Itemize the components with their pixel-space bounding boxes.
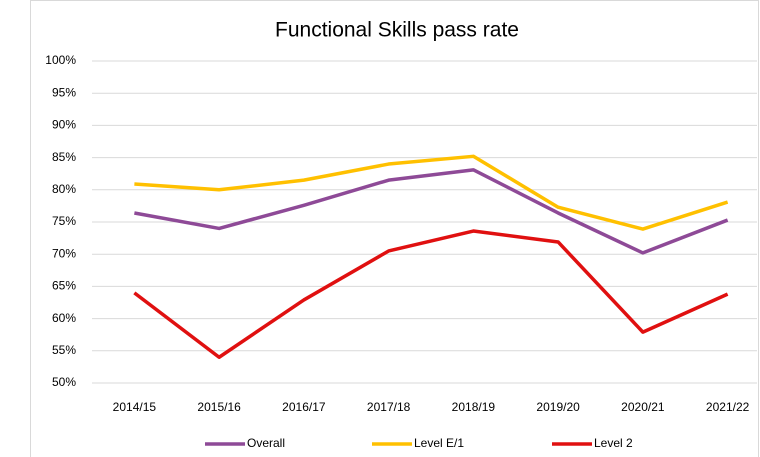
x-tick-label: 2017/18 bbox=[367, 400, 411, 414]
x-tick-label: 2018/19 bbox=[452, 400, 496, 414]
y-tick-label: 60% bbox=[52, 311, 76, 325]
legend-label: Overall bbox=[247, 436, 285, 450]
y-tick-label: 80% bbox=[52, 182, 76, 196]
x-tick-label: 2015/16 bbox=[197, 400, 241, 414]
x-tick-label: 2016/17 bbox=[282, 400, 326, 414]
legend-label: Level E/1 bbox=[414, 436, 464, 450]
y-tick-label: 75% bbox=[52, 214, 76, 228]
y-tick-label: 70% bbox=[52, 246, 76, 260]
y-tick-label: 55% bbox=[52, 343, 76, 357]
series-line bbox=[134, 168, 729, 255]
series-line bbox=[134, 154, 729, 231]
x-tick-label: 2020/21 bbox=[621, 400, 665, 414]
y-tick-label: 65% bbox=[52, 279, 76, 293]
series-line bbox=[133, 229, 729, 359]
y-tick-label: 85% bbox=[52, 150, 76, 164]
y-tick-label: 95% bbox=[52, 85, 76, 99]
y-tick-label: 90% bbox=[52, 118, 76, 132]
x-tick-label: 2014/15 bbox=[113, 400, 157, 414]
x-tick-label: 2021/22 bbox=[706, 400, 750, 414]
y-tick-label: 100% bbox=[45, 53, 76, 67]
chart-title: Functional Skills pass rate bbox=[275, 19, 519, 42]
x-tick-label: 2019/20 bbox=[536, 400, 580, 414]
legend-label: Level 2 bbox=[594, 436, 633, 450]
y-tick-label: 50% bbox=[52, 375, 76, 389]
